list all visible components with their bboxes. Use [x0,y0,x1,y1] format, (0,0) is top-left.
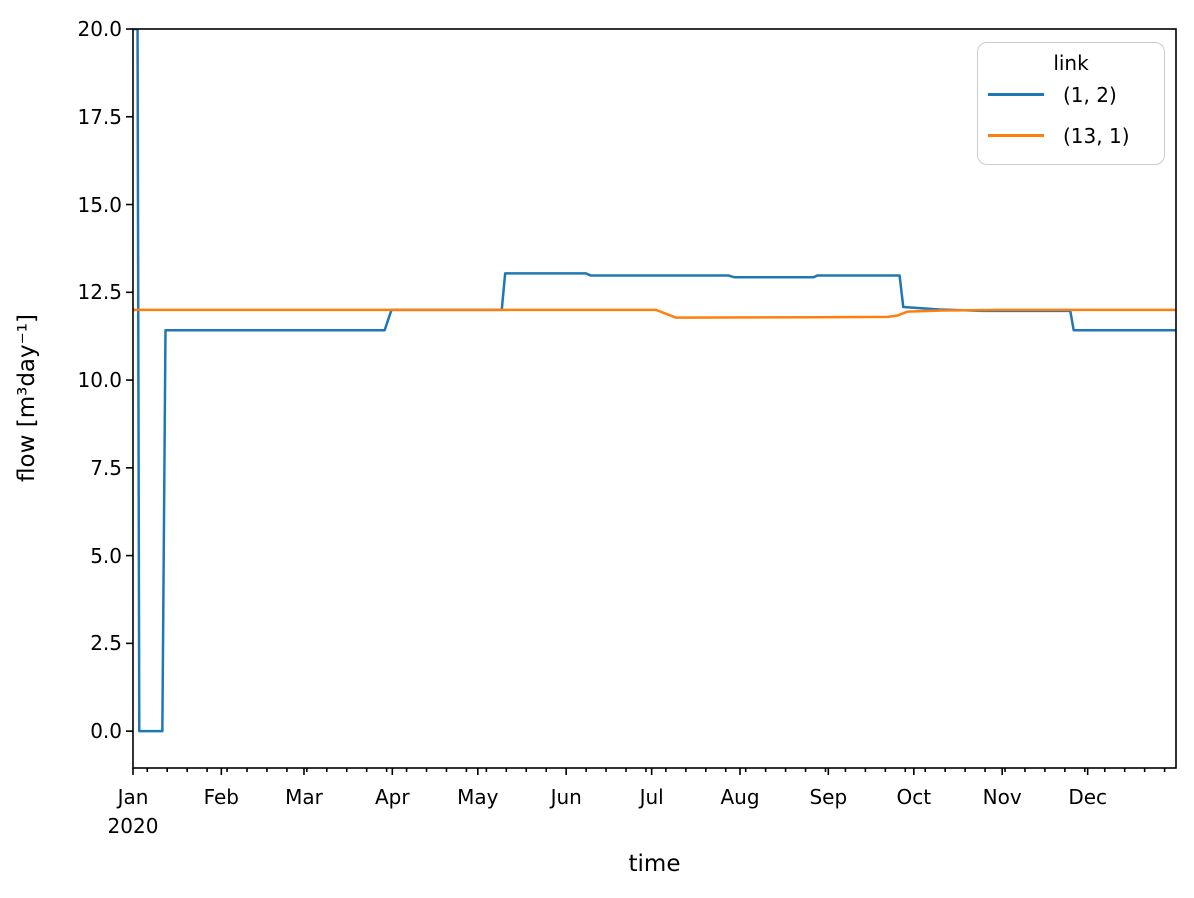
y-tick-label: 20.0 [77,17,122,41]
x-tick-label: Feb [203,785,239,809]
y-tick-label: 2.5 [90,631,122,656]
y-tick-label: 17.5 [77,104,122,129]
x-tick-label: Apr [374,785,410,809]
y-tick-label: 7.5 [90,455,122,480]
x-tick-label: Mar [285,785,323,809]
legend-entry: (13, 1) [978,115,1164,156]
y-tick-label: 12.5 [77,280,122,305]
plot-border [132,28,1177,769]
x-tick-year-label: 2020 [107,814,159,838]
legend-title: link [1053,51,1089,75]
x-tick-label: Jul [639,785,664,809]
x-tick-label: Nov [982,785,1022,809]
y-tick-label: 0.0 [90,719,122,744]
x-axis-title: time [628,851,681,877]
y-tick-label: 10.0 [77,368,122,393]
legend-box: link (1, 2) (13, 1) [977,42,1165,165]
y-axis-title: flow [m³day⁻¹] [14,314,40,482]
legend-entry-label: (1, 2) [1063,82,1117,107]
legend-entry: (1, 2) [978,74,1164,115]
y-tick-label: 15.0 [77,192,122,217]
series-line-2 [133,308,1176,319]
x-tick-label: Jan [117,785,149,809]
x-tick-label: Oct [896,785,932,809]
legend-line-sample [988,93,1044,96]
legend-entry-label: (13, 1) [1063,123,1130,148]
legend-entries: (1, 2) (13, 1) [978,74,1164,156]
y-tick-label: 5.0 [90,543,122,568]
x-tick-label: Aug [720,785,760,809]
x-tick-label: Jun [550,785,582,809]
x-tick-label: Dec [1068,785,1108,809]
legend-line-sample [988,134,1044,137]
x-tick-label: Sep [809,785,848,809]
x-tick-label: May [457,785,499,809]
